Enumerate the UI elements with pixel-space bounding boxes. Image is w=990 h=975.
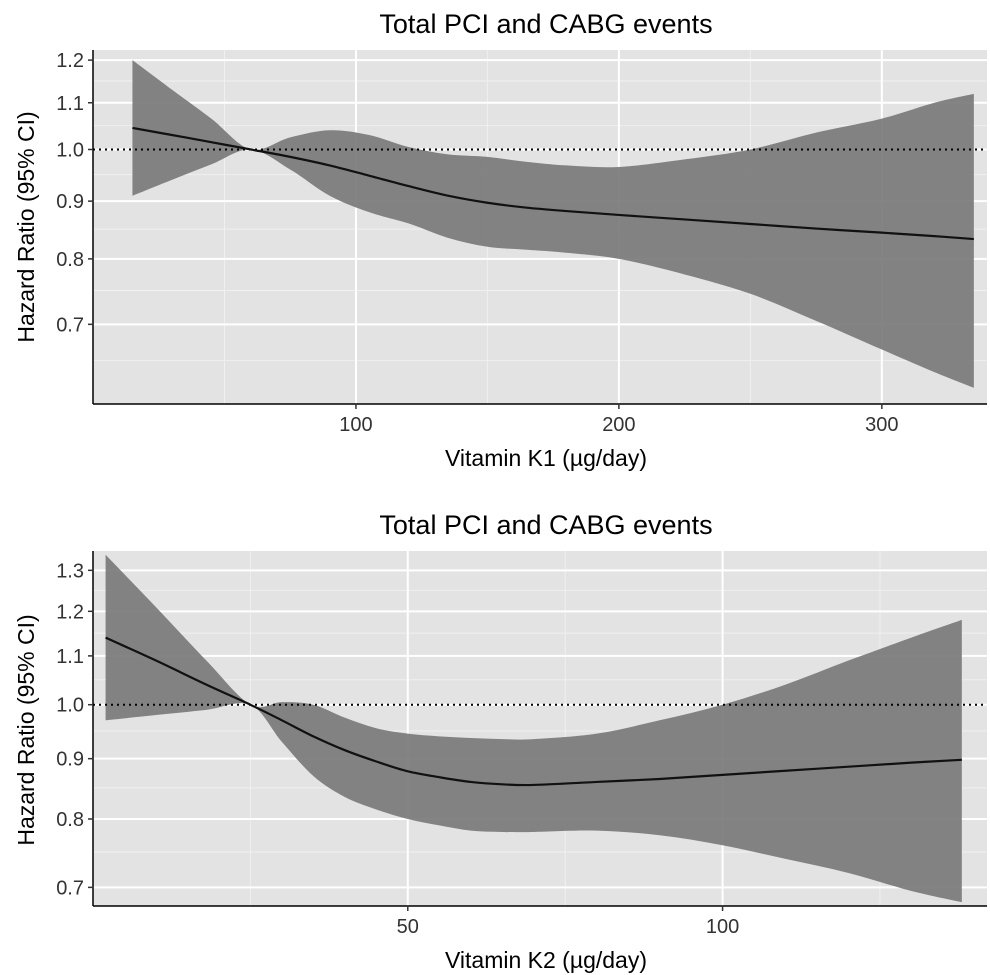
- y-axis-label: Hazard Ratio (95% CI): [13, 614, 39, 845]
- plot-area: [92, 50, 987, 405]
- chart-title: Total PCI and CABG events: [379, 9, 712, 39]
- x-tick-label: 300: [865, 414, 898, 436]
- y-tick-label: 0.7: [56, 877, 84, 899]
- x-tick-label: 50: [397, 916, 419, 938]
- y-tick-label: 1.3: [56, 560, 84, 582]
- y-tick-label: 1.2: [56, 601, 84, 623]
- y-tick-label: 1.2: [56, 50, 84, 72]
- chart-panel-vitamin-k1: Total PCI and CABG events 100 200 300 0.70…: [13, 9, 987, 471]
- x-axis-label: Vitamin K2 (µg/day): [445, 947, 647, 973]
- chart-panel-vitamin-k2: Total PCI and CABG events 50 100 0.70.80.…: [13, 510, 987, 973]
- y-tick-label: 0.7: [56, 314, 84, 336]
- y-axis-label: Hazard Ratio (95% CI): [13, 111, 39, 342]
- hazard-ratio-line: [132, 126, 974, 241]
- y-tick-label: 1.1: [56, 93, 84, 115]
- x-axis-ticks: 100 200 300: [339, 404, 899, 436]
- plot-area: [92, 551, 987, 907]
- y-tick-label: 1.1: [56, 646, 84, 668]
- confidence-band: [105, 554, 962, 903]
- y-axis-ticks: 0.7 0.8 0.9 1.0 1.1 1.2: [56, 50, 93, 336]
- x-tick-label: 100: [706, 916, 739, 938]
- confidence-band: [132, 60, 974, 388]
- y-tick-label: 1.0: [56, 695, 84, 717]
- axis-lines: [92, 551, 987, 907]
- x-axis-label: Vitamin K1 (µg/day): [445, 445, 647, 471]
- y-tick-label: 0.8: [56, 809, 84, 831]
- hazard-ratio-line: [105, 636, 962, 787]
- y-tick-label: 0.9: [56, 191, 84, 213]
- x-tick-label: 100: [339, 414, 372, 436]
- chart-title: Total PCI and CABG events: [379, 510, 712, 540]
- y-tick-label: 1.0: [56, 139, 84, 161]
- y-tick-label: 0.9: [56, 749, 84, 771]
- y-tick-label: 0.8: [56, 249, 84, 271]
- x-axis-ticks: 50 100: [397, 906, 739, 938]
- y-axis-ticks: 0.7 0.8 0.9 1.0 1.1 1.2 1.3: [56, 560, 93, 899]
- axis-lines: [92, 50, 987, 405]
- x-tick-label: 200: [602, 414, 635, 436]
